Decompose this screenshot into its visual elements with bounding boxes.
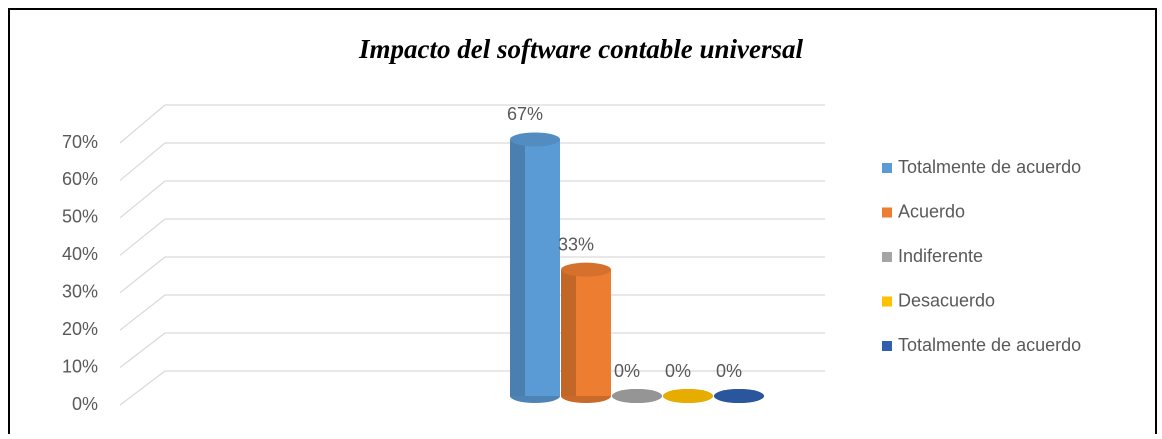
legend-swatch [882, 207, 892, 218]
bar-top [561, 262, 611, 277]
legend-label: Desacuerdo [898, 290, 995, 310]
grid-line [119, 142, 825, 181]
y-tick-label: 50% [62, 207, 98, 227]
legend-swatch [882, 252, 892, 262]
bar-top [612, 389, 662, 403]
data-label: 33% [558, 234, 594, 254]
legend-swatch [882, 296, 892, 307]
y-tick-label: 20% [62, 319, 98, 339]
chart-frame [8, 8, 1157, 434]
legend-label: Acuerdo [898, 201, 965, 221]
bar-shade [510, 139, 525, 396]
y-tick-label: 10% [62, 356, 98, 376]
grid-line [119, 104, 825, 144]
data-label: 0% [716, 361, 742, 381]
grid-line [119, 180, 825, 219]
data-label: 67% [507, 104, 543, 124]
y-tick-label: 0% [72, 394, 98, 414]
grid-line [119, 256, 825, 294]
legend-label: Totalmente de acuerdo [898, 157, 1081, 177]
grid-line [119, 218, 825, 256]
grid-line [119, 294, 825, 331]
bar-shade [561, 269, 576, 396]
y-tick-label: 60% [62, 169, 98, 189]
chart-title: Impacto del software contable universal [358, 34, 803, 64]
legend-label: Indiferente [898, 246, 983, 266]
y-tick-label: 40% [62, 244, 98, 264]
bar-top [510, 132, 560, 147]
data-label: 0% [665, 361, 691, 381]
y-tick-label: 30% [62, 281, 98, 301]
legend-swatch [882, 341, 892, 351]
bar-top [714, 389, 764, 403]
y-tick-label: 70% [62, 132, 98, 152]
legend-swatch [882, 163, 892, 173]
data-label: 0% [614, 361, 640, 381]
bar-top [663, 389, 713, 403]
legend-label: Totalmente de acuerdo [898, 335, 1081, 355]
